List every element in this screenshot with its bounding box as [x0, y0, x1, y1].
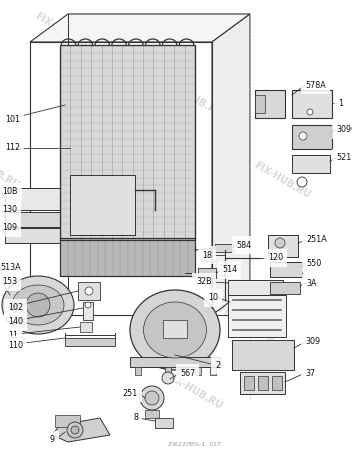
Bar [292, 125, 332, 149]
Bar [5, 188, 60, 210]
Text: 8: 8 [133, 414, 138, 423]
Circle shape [307, 109, 313, 115]
Text: 101: 101 [5, 116, 20, 125]
Bar [78, 282, 100, 300]
Circle shape [85, 287, 93, 295]
Bar [155, 418, 173, 428]
Bar [228, 295, 286, 337]
Text: 514: 514 [222, 266, 237, 274]
Bar [232, 340, 294, 370]
Ellipse shape [130, 290, 220, 370]
Ellipse shape [144, 302, 207, 358]
Text: 11: 11 [8, 330, 18, 339]
Bar [272, 376, 282, 390]
Circle shape [145, 391, 159, 405]
Bar [292, 90, 332, 118]
Bar [240, 372, 285, 394]
Text: 567: 567 [180, 369, 195, 378]
Bar [163, 320, 187, 338]
Polygon shape [30, 14, 250, 42]
Text: FIX-HUB.RU: FIX-HUB.RU [216, 304, 276, 344]
Bar [268, 235, 298, 257]
Bar [60, 45, 195, 240]
Bar [165, 367, 171, 375]
Bar [60, 238, 195, 276]
Bar [65, 338, 115, 346]
Bar [292, 155, 330, 173]
Bar [80, 322, 92, 332]
Text: 140: 140 [8, 318, 23, 327]
Circle shape [162, 372, 174, 384]
Text: 10: 10 [208, 293, 218, 302]
Bar [244, 376, 254, 390]
Ellipse shape [12, 285, 64, 325]
Bar [258, 376, 268, 390]
Text: 110: 110 [8, 341, 23, 350]
Bar [270, 282, 300, 294]
Text: FIX-HUB.RU: FIX-HUB.RU [118, 227, 178, 268]
Bar [195, 367, 201, 375]
Text: 10B: 10B [2, 188, 18, 197]
Circle shape [297, 177, 307, 187]
Text: 578A: 578A [305, 81, 326, 90]
Bar [60, 238, 195, 276]
Text: 521: 521 [336, 153, 351, 162]
Text: 309C: 309C [336, 126, 352, 135]
Bar [270, 262, 302, 277]
Circle shape [275, 238, 285, 248]
Bar [5, 228, 60, 243]
Text: 251A: 251A [306, 235, 327, 244]
Text: 251: 251 [123, 388, 138, 397]
Text: 102: 102 [8, 303, 23, 312]
Text: 1: 1 [338, 99, 343, 108]
Polygon shape [212, 14, 250, 315]
Circle shape [67, 422, 83, 438]
Bar [5, 212, 60, 227]
Text: 120: 120 [268, 253, 283, 262]
Text: 37: 37 [305, 369, 315, 378]
Circle shape [26, 293, 50, 317]
Bar [228, 280, 283, 295]
Polygon shape [52, 418, 110, 442]
Text: 9: 9 [50, 436, 55, 445]
Circle shape [71, 426, 79, 434]
Text: 112: 112 [5, 144, 20, 153]
Bar [255, 90, 285, 118]
Bar [215, 244, 233, 252]
Bar [83, 302, 93, 320]
Text: 513A: 513A [0, 264, 21, 273]
Text: 130: 130 [2, 206, 17, 215]
Text: FIX-HUB.RU: FIX-HUB.RU [33, 11, 93, 52]
Text: 2: 2 [215, 360, 220, 369]
Circle shape [140, 386, 164, 410]
Bar [55, 415, 80, 427]
Text: 18: 18 [202, 251, 212, 260]
Bar [130, 357, 220, 367]
Text: 153: 153 [2, 278, 17, 287]
Text: 309: 309 [305, 338, 320, 346]
Bar [70, 175, 135, 235]
Text: ZI622/8FA-1  017: ZI622/8FA-1 017 [169, 441, 221, 446]
Text: FIX-HUB.RU: FIX-HUB.RU [164, 79, 224, 119]
Circle shape [204, 254, 212, 262]
Circle shape [299, 132, 307, 140]
Circle shape [85, 302, 91, 308]
Ellipse shape [2, 276, 74, 334]
Text: B.RU: B.RU [0, 169, 21, 191]
Bar [145, 410, 159, 418]
Bar [255, 95, 265, 113]
Text: HUB.RU: HUB.RU [21, 300, 63, 330]
Bar [198, 268, 216, 278]
Bar [210, 367, 216, 375]
Bar [135, 367, 141, 375]
Bar [60, 45, 195, 240]
Text: FIX-HUB.RU: FIX-HUB.RU [252, 160, 312, 200]
Text: 109: 109 [2, 224, 17, 233]
Text: 32B: 32B [196, 278, 212, 287]
Text: 550: 550 [306, 260, 321, 269]
Text: 584: 584 [236, 240, 251, 249]
Text: FIX-HUB.RU: FIX-HUB.RU [164, 371, 224, 412]
Text: 3A: 3A [306, 279, 316, 288]
